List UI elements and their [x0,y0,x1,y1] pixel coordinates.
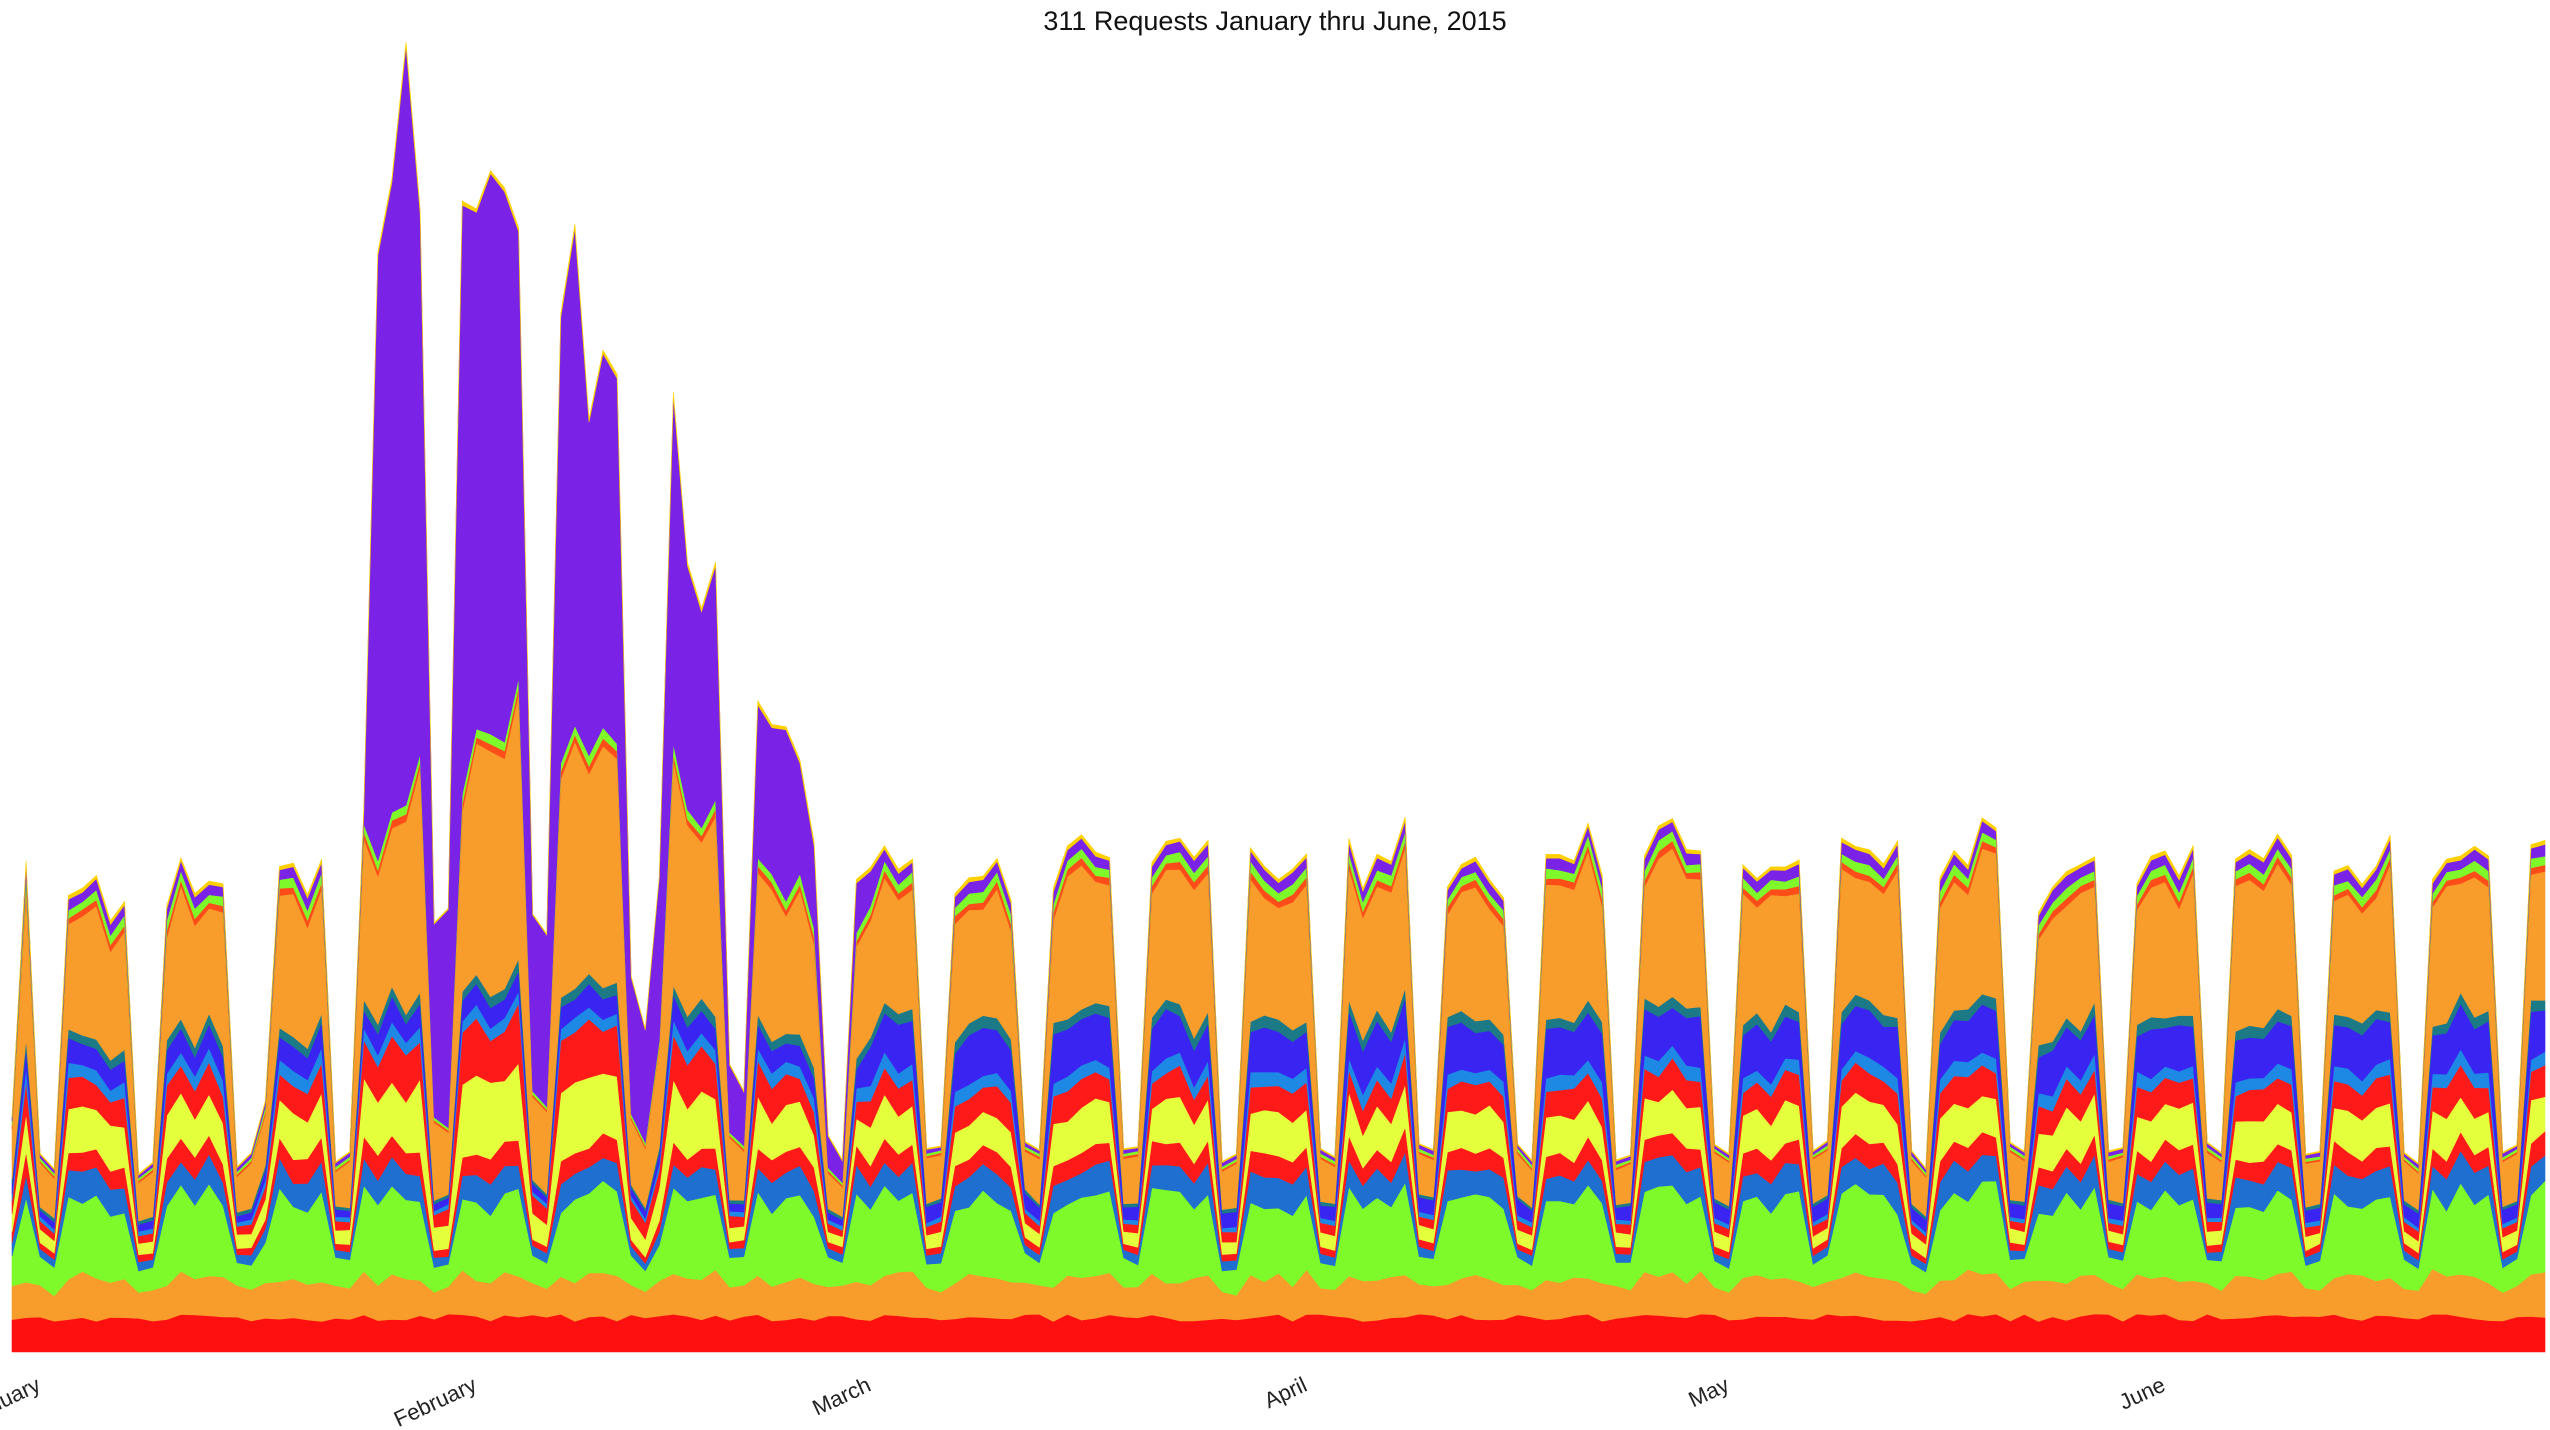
x-tick-label-february: February [390,1372,480,1430]
x-tick-label-january: January [0,1372,44,1428]
x-axis: January February March April May June [0,1372,2169,1430]
stream-layers [11,41,2546,1353]
chart-title: 311 Requests January thru June, 2015 [1043,6,1507,36]
x-tick-label-june: June [2115,1372,2169,1415]
stream-layer-15 [11,41,2546,1176]
x-tick-label-march: March [808,1372,874,1420]
x-tick-label-may: May [1685,1372,1733,1412]
x-tick-label-april: April [1260,1372,1310,1413]
